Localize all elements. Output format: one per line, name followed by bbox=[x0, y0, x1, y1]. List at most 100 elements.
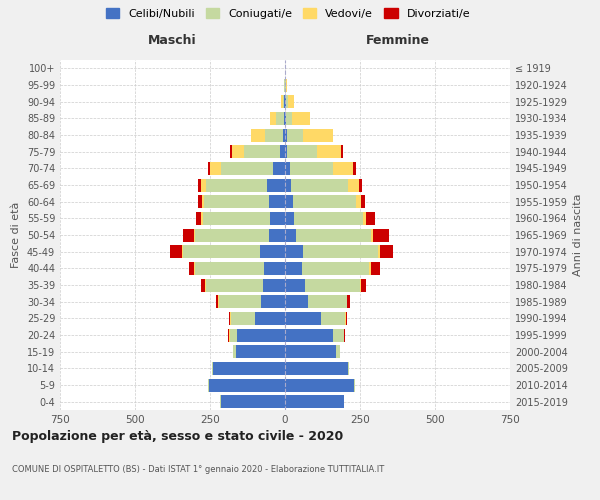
Text: Maschi: Maschi bbox=[148, 34, 197, 46]
Bar bbox=[221, 395, 285, 408]
Bar bbox=[285, 362, 348, 375]
Bar bbox=[183, 245, 260, 258]
Bar bbox=[210, 162, 221, 175]
Bar bbox=[343, 328, 344, 342]
Bar bbox=[202, 195, 204, 208]
Bar bbox=[285, 328, 333, 342]
Bar bbox=[261, 295, 285, 308]
Bar bbox=[221, 162, 273, 175]
Bar bbox=[198, 195, 202, 208]
Bar bbox=[285, 195, 293, 208]
Bar bbox=[286, 95, 288, 108]
Bar bbox=[360, 278, 361, 291]
Bar bbox=[265, 128, 283, 141]
Bar bbox=[369, 262, 371, 275]
Bar bbox=[287, 128, 303, 141]
Bar bbox=[305, 278, 360, 291]
Bar bbox=[285, 312, 321, 325]
Bar bbox=[198, 178, 201, 192]
Bar bbox=[283, 128, 285, 141]
Bar bbox=[361, 195, 365, 208]
Bar bbox=[285, 178, 291, 192]
Bar bbox=[230, 312, 231, 325]
Bar bbox=[285, 262, 302, 275]
Bar bbox=[284, 78, 285, 92]
Bar bbox=[354, 378, 355, 392]
Bar bbox=[212, 362, 213, 375]
Bar bbox=[255, 312, 285, 325]
Bar bbox=[202, 278, 205, 291]
Bar bbox=[348, 178, 359, 192]
Bar bbox=[281, 95, 283, 108]
Bar bbox=[363, 212, 366, 225]
Bar bbox=[271, 112, 277, 125]
Bar bbox=[216, 295, 218, 308]
Bar bbox=[285, 245, 303, 258]
Bar bbox=[260, 245, 285, 258]
Bar bbox=[189, 262, 194, 275]
Bar bbox=[205, 278, 263, 291]
Bar bbox=[380, 245, 393, 258]
Bar bbox=[231, 312, 255, 325]
Bar bbox=[209, 378, 285, 392]
Bar bbox=[291, 178, 348, 192]
Bar bbox=[286, 112, 292, 125]
Bar bbox=[303, 128, 333, 141]
Bar bbox=[280, 145, 285, 158]
Bar bbox=[195, 228, 269, 241]
Bar bbox=[289, 95, 295, 108]
Bar bbox=[285, 345, 336, 358]
Bar bbox=[277, 112, 284, 125]
Bar bbox=[302, 262, 369, 275]
Bar bbox=[378, 245, 380, 258]
Bar bbox=[348, 362, 349, 375]
Bar bbox=[233, 345, 235, 358]
Bar bbox=[285, 95, 286, 108]
Bar bbox=[193, 228, 195, 241]
Bar bbox=[285, 78, 286, 92]
Bar bbox=[290, 162, 333, 175]
Bar bbox=[355, 195, 361, 208]
Bar bbox=[347, 295, 350, 308]
Bar bbox=[286, 78, 287, 92]
Bar bbox=[353, 162, 355, 175]
Bar bbox=[208, 378, 209, 392]
Legend: Celibi/Nubili, Coniugati/e, Vedovi/e, Divorziati/e: Celibi/Nubili, Coniugati/e, Vedovi/e, Di… bbox=[106, 8, 470, 19]
Bar bbox=[361, 278, 366, 291]
Text: COMUNE DI OSPITALETTO (BS) - Dati ISTAT 1° gennaio 2020 - Elaborazione TUTTITALI: COMUNE DI OSPITALETTO (BS) - Dati ISTAT … bbox=[12, 465, 384, 474]
Bar bbox=[341, 145, 343, 158]
Bar bbox=[284, 95, 285, 108]
Bar bbox=[269, 228, 285, 241]
Bar bbox=[285, 128, 287, 141]
Bar bbox=[285, 162, 290, 175]
Bar bbox=[201, 178, 205, 192]
Bar bbox=[343, 395, 344, 408]
Bar bbox=[183, 228, 193, 241]
Bar bbox=[203, 212, 270, 225]
Bar bbox=[194, 262, 195, 275]
Bar bbox=[285, 212, 294, 225]
Bar bbox=[213, 362, 285, 375]
Bar bbox=[346, 312, 347, 325]
Bar bbox=[195, 262, 264, 275]
Bar bbox=[371, 262, 380, 275]
Bar bbox=[269, 195, 285, 208]
Bar bbox=[371, 228, 373, 241]
Bar bbox=[285, 395, 343, 408]
Bar bbox=[264, 262, 285, 275]
Bar bbox=[219, 295, 261, 308]
Bar bbox=[208, 162, 210, 175]
Bar bbox=[333, 328, 343, 342]
Bar bbox=[303, 245, 378, 258]
Bar bbox=[293, 195, 355, 208]
Bar bbox=[267, 178, 285, 192]
Bar bbox=[220, 395, 221, 408]
Bar bbox=[359, 178, 361, 192]
Bar bbox=[283, 95, 284, 108]
Bar bbox=[244, 145, 280, 158]
Bar bbox=[296, 228, 371, 241]
Bar bbox=[230, 145, 232, 158]
Bar bbox=[204, 195, 269, 208]
Bar bbox=[344, 328, 345, 342]
Bar bbox=[285, 145, 287, 158]
